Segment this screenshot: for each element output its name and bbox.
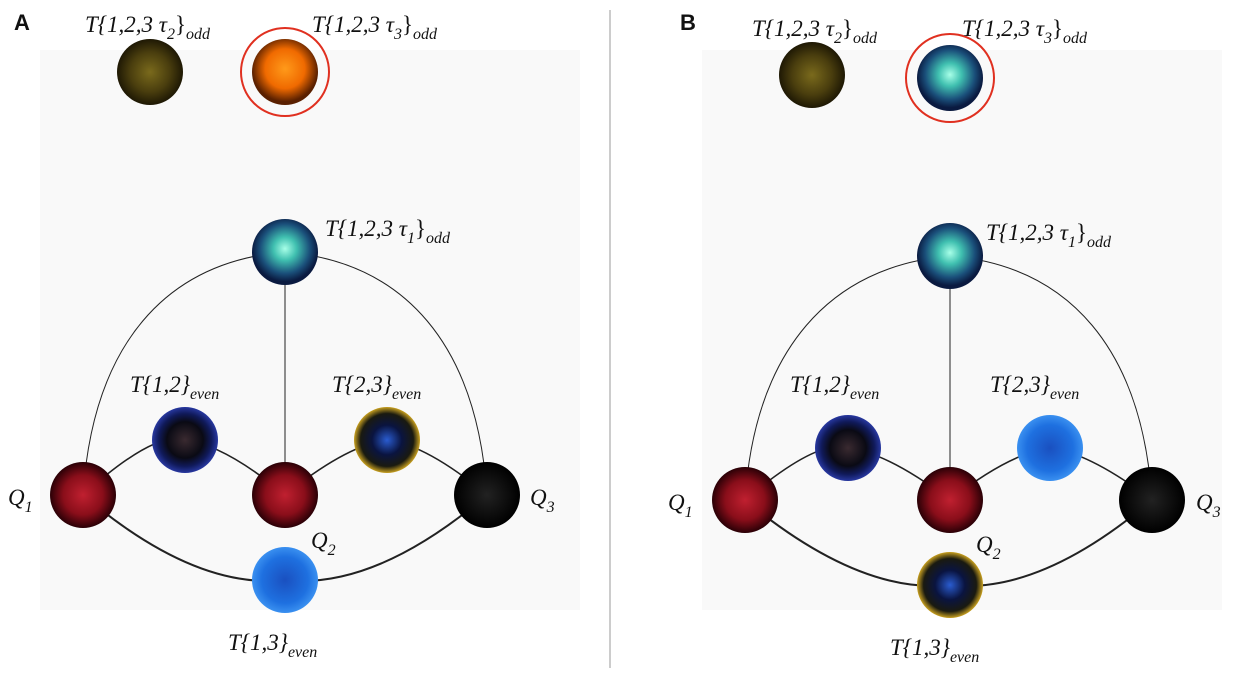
- label-subscript: 1: [25, 499, 33, 516]
- label-subscript: odd: [413, 26, 438, 43]
- node-label: Q1: [8, 485, 33, 516]
- panel-bg: [40, 50, 580, 610]
- label-text: Q: [311, 528, 328, 553]
- label-text: T{1,2}: [790, 372, 850, 397]
- label-subscript: 1: [407, 230, 415, 247]
- node-label: T{1,2,3 τ2}odd: [85, 12, 211, 43]
- label-text: }: [842, 16, 853, 41]
- node: [917, 45, 983, 111]
- label-subscript: 3: [393, 26, 402, 43]
- label-text: }: [175, 12, 186, 37]
- label-subscript: odd: [426, 230, 451, 247]
- node: [917, 552, 983, 618]
- label-subscript: odd: [186, 26, 211, 43]
- label-subscript: odd: [1087, 234, 1112, 251]
- node: [252, 39, 318, 105]
- node-label: T{1,2,3 τ3}odd: [962, 16, 1088, 47]
- node: [252, 462, 318, 528]
- label-subscript: even: [392, 386, 421, 403]
- label-subscript: 3: [1212, 504, 1221, 521]
- label-subscript: even: [190, 386, 219, 403]
- label-text: T{1,2,3 τ: [752, 16, 835, 41]
- node: [917, 467, 983, 533]
- node-label: T{1,2,3 τ3}odd: [312, 12, 438, 43]
- label-subscript: odd: [853, 30, 878, 47]
- node: [917, 223, 983, 289]
- label-text: T{1,2,3 τ: [962, 16, 1045, 41]
- label-text: Q: [976, 532, 993, 557]
- node-label: Q1: [668, 490, 693, 521]
- label-subscript: 2: [328, 542, 336, 559]
- label-text: }: [1052, 16, 1063, 41]
- node-label: T{1,3}even: [890, 635, 979, 666]
- node: [1119, 467, 1185, 533]
- label-subscript: 3: [1043, 30, 1052, 47]
- label-text: T{1,3}: [890, 635, 950, 660]
- label-subscript: 1: [685, 504, 693, 521]
- label-subscript: 2: [167, 26, 175, 43]
- label-subscript: 1: [1068, 234, 1076, 251]
- label-subscript: even: [1050, 386, 1079, 403]
- figure: AT{1,2,3 τ2}oddT{1,2,3 τ3}oddT{1,2,3 τ1}…: [0, 0, 1233, 673]
- label-subscript: 2: [834, 30, 842, 47]
- label-subscript: odd: [1063, 30, 1088, 47]
- label-text: T{1,2,3 τ: [312, 12, 395, 37]
- label-text: Q: [1196, 490, 1213, 515]
- label-text: T{1,2,3 τ: [85, 12, 168, 37]
- label-subscript: 2: [993, 546, 1001, 563]
- node: [779, 42, 845, 108]
- node-label: T{1,3}even: [228, 630, 317, 661]
- label-text: T{2,3}: [332, 372, 392, 397]
- node: [117, 39, 183, 105]
- label-text: }: [415, 216, 426, 241]
- label-text: T{1,2,3 τ: [325, 216, 408, 241]
- panel-letter: B: [680, 10, 696, 35]
- label-text: Q: [8, 485, 25, 510]
- label-subscript: even: [850, 386, 879, 403]
- label-text: Q: [668, 490, 685, 515]
- node: [1017, 415, 1083, 481]
- label-subscript: 3: [546, 499, 555, 516]
- label-text: T{1,2,3 τ: [986, 220, 1069, 245]
- label-subscript: even: [288, 644, 317, 661]
- label-text: T{1,2}: [130, 372, 190, 397]
- label-text: T{2,3}: [990, 372, 1050, 397]
- label-text: }: [402, 12, 413, 37]
- label-text: }: [1076, 220, 1087, 245]
- node: [454, 462, 520, 528]
- node: [152, 407, 218, 473]
- label-text: Q: [530, 485, 547, 510]
- node: [50, 462, 116, 528]
- node: [712, 467, 778, 533]
- label-text: T{1,3}: [228, 630, 288, 655]
- node: [354, 407, 420, 473]
- panel-letter: A: [14, 10, 30, 35]
- node: [815, 415, 881, 481]
- node: [252, 219, 318, 285]
- node: [252, 547, 318, 613]
- label-subscript: even: [950, 649, 979, 666]
